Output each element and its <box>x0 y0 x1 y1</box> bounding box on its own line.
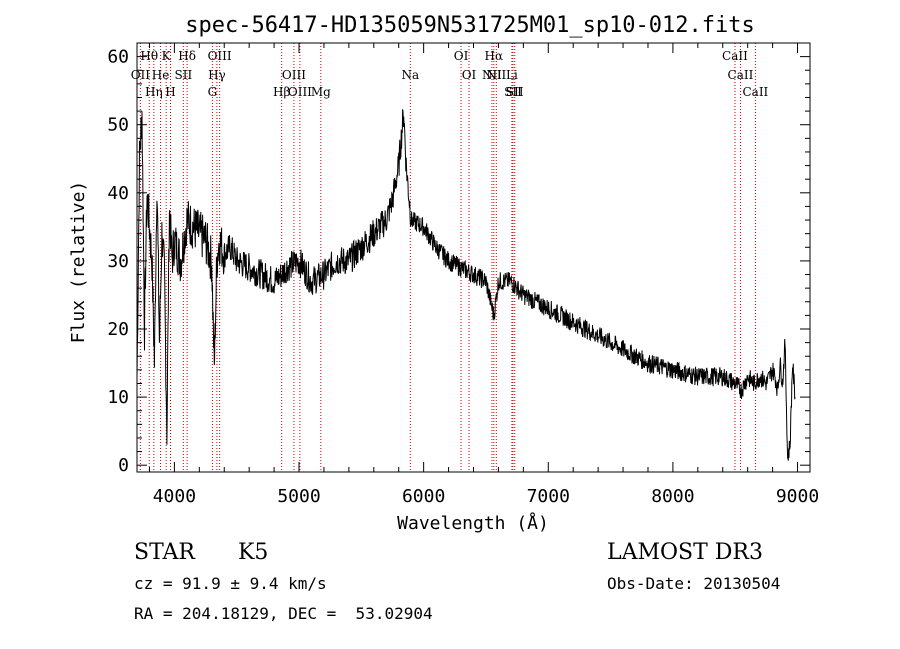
y-tick-labels: 0 10 20 30 40 50 60 <box>107 47 129 477</box>
line-label-2: OII <box>131 68 151 82</box>
x-tick-label: 9000 <box>776 486 819 507</box>
x-tick-labels: 4000 5000 6000 7000 8000 9000 <box>153 486 820 507</box>
chart-title: spec-56417-HD135059N531725M01_sp10-012.f… <box>185 13 755 38</box>
spectrum-line <box>136 109 796 461</box>
line-label-5: H <box>165 85 175 99</box>
line-label-4: K <box>162 49 172 63</box>
line-label-20: NII <box>486 68 506 82</box>
line-label-14: Mg <box>311 85 331 99</box>
line-label-3: He <box>152 68 170 82</box>
x-tick-label: 8000 <box>651 486 694 507</box>
line-label-26: CaII <box>742 85 768 99</box>
axes <box>136 42 811 473</box>
line-label-9: Hγ <box>208 68 226 82</box>
line-label-21: Li <box>506 68 518 82</box>
y-tick-label: 40 <box>107 183 129 204</box>
line-label-10: OIII <box>208 49 232 63</box>
observation-date: Obs-Date: 20130504 <box>607 574 781 593</box>
line-label-24: CaII <box>722 49 748 63</box>
y-tick-label: 50 <box>107 115 129 136</box>
x-tick-label: 6000 <box>402 486 445 507</box>
line-label-15: Na <box>401 68 419 82</box>
line-label-12: OIII <box>282 68 306 82</box>
object-class: STAR <box>134 540 195 565</box>
line-label-0: Hθ <box>140 49 158 63</box>
coordinates: RA = 204.18129, DEC = 53.02904 <box>134 604 433 623</box>
y-tick-label: 10 <box>107 387 129 408</box>
x-tick-label: 4000 <box>153 486 196 507</box>
line-label-22: SII <box>504 85 522 99</box>
line-label-25: CaII <box>728 68 754 82</box>
line-label-23: SII <box>506 85 524 99</box>
y-axis-label: Flux (relative) <box>68 181 89 344</box>
survey-name: LAMOST DR3 <box>607 540 763 565</box>
y-tick-label: 20 <box>107 319 129 340</box>
y-tick-label: 60 <box>107 47 129 68</box>
line-label-19: Hα <box>485 49 504 63</box>
line-label-17: OI <box>462 68 477 82</box>
y-tick-label: 0 <box>118 455 129 476</box>
line-label-6: Hδ <box>178 49 196 63</box>
redshift-cz: cz = 91.9 ± 9.4 km/s <box>134 574 327 593</box>
x-tick-label: 7000 <box>527 486 570 507</box>
x-tick-label: 5000 <box>277 486 320 507</box>
plot-series <box>136 109 796 461</box>
line-label-7: SII <box>175 68 193 82</box>
x-axis-label: Wavelength (Å) <box>397 512 549 534</box>
y-tick-label: 30 <box>107 251 129 272</box>
line-label-8: G <box>208 85 218 99</box>
line-label-16: OI <box>454 49 469 63</box>
line-label-1: Hη <box>145 85 163 99</box>
object-subclass: K5 <box>238 540 269 565</box>
line-label-13: OIII <box>288 85 312 99</box>
line-label-18: NII <box>482 68 502 82</box>
line-label-11: Hβ <box>273 85 290 99</box>
